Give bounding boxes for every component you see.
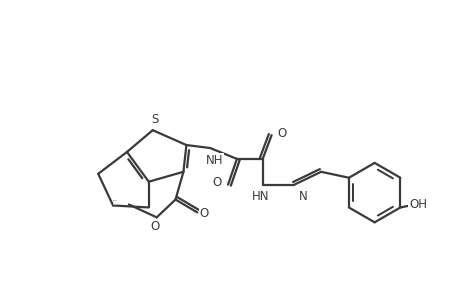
Text: O: O	[212, 176, 221, 189]
Text: OH: OH	[409, 198, 426, 211]
Text: methyl: methyl	[112, 204, 117, 205]
Text: S: S	[151, 113, 158, 126]
Text: O: O	[150, 220, 159, 233]
Text: NH: NH	[205, 154, 223, 167]
Text: HN: HN	[252, 190, 269, 203]
Text: methyl: methyl	[112, 200, 117, 201]
Text: N: N	[298, 190, 307, 203]
Text: O: O	[276, 127, 285, 140]
Text: O: O	[199, 207, 208, 220]
